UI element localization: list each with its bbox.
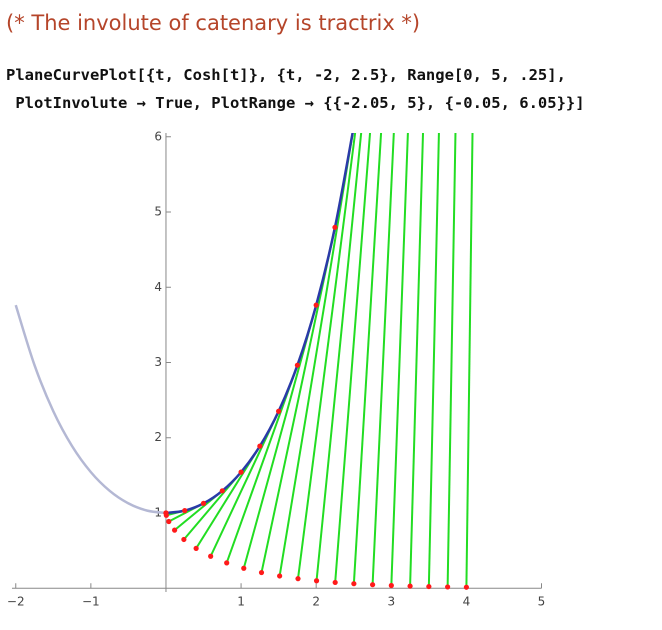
involute-point (166, 518, 172, 525)
x-tick-label: −2 (7, 595, 25, 609)
involute-point (463, 584, 470, 590)
tangent-line (278, 133, 354, 577)
curve-point (219, 488, 225, 494)
tangent-line (409, 133, 424, 587)
involute-point (369, 582, 376, 588)
y-tick-label: 3 (154, 355, 162, 369)
x-tick-label: 5 (538, 595, 546, 609)
involute-point (208, 553, 214, 559)
involute-point (445, 584, 451, 590)
x-tick-label: 2 (312, 595, 320, 609)
involute-point (258, 569, 265, 576)
involute-point (277, 573, 283, 579)
involute-point (241, 565, 247, 571)
tangent-line (334, 133, 372, 583)
curve-point (276, 408, 282, 414)
tangent-line (427, 133, 440, 587)
involute-point (163, 512, 169, 518)
curve-point (332, 224, 338, 230)
catenary (14, 304, 167, 515)
tangent-line (390, 133, 409, 586)
curve-point (294, 362, 301, 368)
curve-point (238, 469, 244, 475)
involute-point (407, 583, 413, 589)
involute-point (224, 560, 230, 566)
curve-point (313, 302, 319, 308)
involute-point (181, 536, 187, 543)
tangent-line (465, 133, 474, 588)
involute-point (332, 579, 338, 586)
involute-point (388, 582, 394, 589)
tangent-line (297, 133, 357, 579)
involute-point (295, 576, 301, 582)
tangent-line (446, 133, 457, 587)
x-tick-label: −1 (82, 595, 100, 609)
tangent-line (352, 133, 383, 584)
y-tick-label: 5 (154, 205, 162, 219)
code-line: PlotInvolute → True, PlotRange → {{-2.05… (6, 94, 585, 112)
curve-point (257, 443, 263, 449)
comment: (* The involute of catenary is tractrix … (6, 11, 420, 35)
involute-point (351, 581, 357, 587)
plot-area (14, 124, 474, 590)
curve-point (351, 124, 356, 129)
catenary (165, 133, 354, 515)
y-tick-label: 6 (154, 129, 162, 143)
curve-point (182, 508, 188, 514)
x-tick-label: 3 (387, 595, 395, 609)
curve-point (200, 500, 207, 506)
code-line: PlaneCurvePlot[{t, Cosh[t]}, {t, -2, 2.5… (6, 66, 566, 84)
x-tick-label: 1 (237, 595, 245, 609)
tangent-line (315, 133, 363, 581)
involute-point (313, 578, 320, 584)
involute-point (426, 583, 432, 590)
involute-point (171, 527, 178, 533)
involute-point (193, 545, 199, 551)
x-tick-label: 4 (463, 595, 471, 609)
tangent-line (371, 133, 395, 585)
y-tick-label: 2 (154, 430, 162, 444)
y-tick-label: 4 (154, 280, 162, 294)
